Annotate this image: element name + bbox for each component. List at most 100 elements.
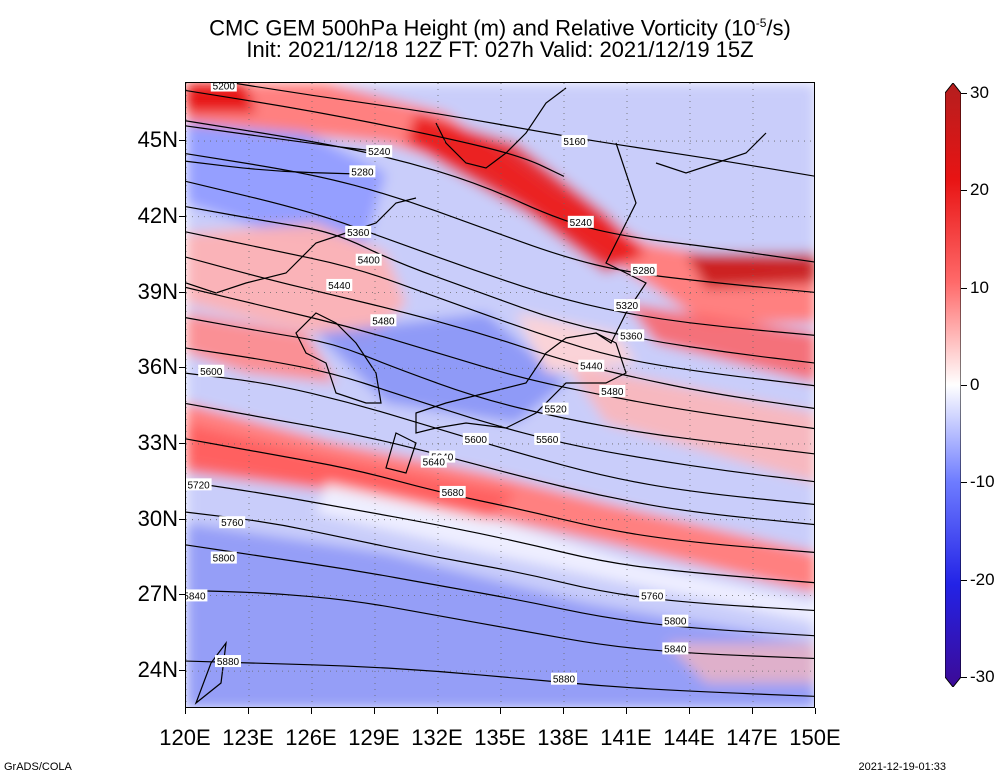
contour-value-label: 5760 [641,591,664,602]
colorbar-tick-label: 0 [970,375,980,394]
longitude-tick-label: 135E [474,725,526,750]
software-credit: GrADS/COLA [4,761,72,773]
contour-label: 5240 [567,215,594,229]
contour-label: 5160 [561,135,588,148]
longitude-tick-label: 150E [789,725,841,750]
contour-value-label: 5400 [358,256,381,267]
colorbar-tick [961,385,967,386]
height-contour-5520 [186,317,814,455]
height-contours [186,83,814,697]
height-contour-5880 [186,660,814,697]
longitude-tick-label: 141E [600,725,652,750]
longitude-tick-label: 129E [348,725,400,750]
contour-value-label: 5440 [328,281,351,292]
contour-value-label: 5840 [664,644,687,655]
height-contour-5560 [186,347,814,483]
latitude-tick [179,140,185,142]
longitude-tick [689,708,690,714]
latitude-tick [179,442,185,444]
contour-label: 5800 [210,551,237,565]
longitude-tick [563,708,564,714]
latitude-tick [179,367,185,369]
height-contour-5280 [186,160,355,175]
contour-value-label: 5800 [664,617,687,628]
map-panel: 5160 5200 5240 5240 5280 5280 5320 5360 5400 5440… [185,82,815,708]
contour-label: 5760 [639,589,666,602]
contour-value-label: 5280 [633,266,656,277]
contour-value-label: 5320 [616,301,639,312]
contour-label: 5440 [326,278,353,292]
longitude-tick [752,708,753,714]
colorbar-tick-label: 20 [970,180,989,200]
colorbar-tick [961,482,967,484]
height-contour-5240 [186,120,814,263]
latitude-tick-label: 30N [137,505,178,531]
contour-label: 5720 [186,478,212,491]
longitude-tick [311,708,312,714]
longitude-tick-label: 144E [663,725,715,750]
latitude-tick [179,670,185,672]
colorbar-tick [961,93,967,94]
contour-label: 5280 [630,263,657,277]
contour-value-label: 5480 [372,316,395,327]
coastlines [186,87,767,705]
longitude-tick [626,708,627,714]
contour-value-label: 5360 [620,331,643,342]
longitude-tick [185,708,186,714]
latitude-tick-label: 45N [137,127,178,153]
chart-title: CMC GEM 500hPa Height (m) and Relative V… [209,15,791,41]
latitude-tick-label: 27N [137,581,178,607]
contour-value-label: 5600 [200,367,223,378]
contour-labels: 5160 5200 5240 5240 5280 5280 5320 5360 5400 5440… [186,83,689,686]
colorbar-tick [961,677,967,678]
contour-label: 5840 [186,589,208,602]
colorbar-tick-label: 30 [970,83,989,102]
colorbar-tick-label: -20 [970,569,995,589]
contour-value-label: 5240 [368,147,391,158]
height-contour-5240 [186,125,376,152]
contour-label: 5520 [542,402,569,416]
colorbar-tick-label: -30 [970,667,995,686]
height-contour-5320 [186,180,814,336]
contour-value-label: 5640 [423,458,446,469]
contour-label: 5280 [349,165,376,178]
height-contour-5480 [186,286,814,430]
contour-value-label: 5840 [186,591,206,602]
contour-value-label: 5560 [536,435,559,446]
contour-label: 5600 [462,432,489,446]
contour-value-label: 5720 [187,480,210,491]
longitude-tick [500,708,501,714]
longitude-tick [374,708,375,714]
contour-label: 5880 [215,655,241,668]
contour-value-label: 5600 [465,435,488,446]
contour-label: 5640 [420,455,447,469]
latitude-tick [179,518,185,520]
latitude-tick [179,215,185,217]
contour-value-label: 5160 [563,137,586,148]
contour-value-label: 5880 [217,657,240,668]
latitude-tick-label: 33N [137,429,178,455]
contour-value-label: 5240 [570,218,593,229]
height-contour-5840 [186,589,814,660]
longitude-tick-label: 132E [411,725,463,750]
contour-label: 5360 [345,225,372,239]
colorbar-tick [961,579,967,581]
longitude-tick-label: 138E [537,725,589,750]
height-contour-5280 [186,153,814,293]
contour-label: 5840 [662,642,689,655]
height-contour-5360 [186,206,814,364]
latitude-tick [179,594,185,596]
latitude-tick [179,291,185,293]
longitude-tick-label: 123E [222,725,274,750]
contour-label: 5400 [355,253,382,267]
contour-value-label: 5680 [442,488,465,499]
latitude-tick-label: 36N [137,354,178,380]
contour-label: 5600 [198,364,225,378]
contour-label: 5320 [614,299,640,312]
chart-subtitle: Init: 2021/12/18 12Z FT: 027h Valid: 202… [246,37,754,62]
contour-value-label: 5360 [347,228,370,239]
contour-label: 5480 [599,384,626,398]
contour-label: 5880 [551,672,577,686]
contour-label: 5480 [370,314,397,327]
contour-value-label: 5760 [221,518,244,529]
